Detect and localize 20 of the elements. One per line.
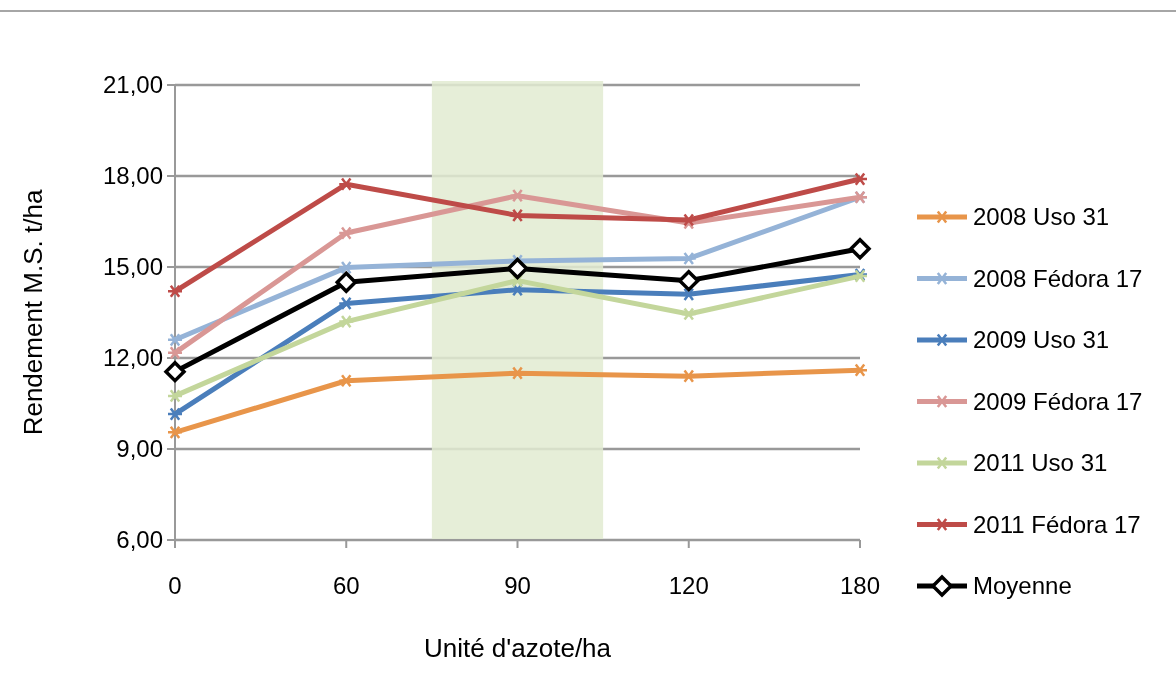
y-axis-title: Rendement M.S. t/ha (18, 189, 48, 436)
y-tick-label: 21,00 (102, 71, 163, 99)
legend-label: 2009 Fédora 17 (973, 387, 1143, 415)
legend-label: Moyenne (973, 572, 1072, 600)
x-tick-label: 120 (668, 572, 709, 599)
legend-label: 2008 Uso 31 (973, 203, 1110, 231)
y-tick-label: 9,00 (116, 435, 163, 463)
y-tick-label: 15,00 (102, 253, 163, 281)
y-tick-label: 12,00 (102, 344, 163, 372)
legend-label: 2011 Fédora 17 (973, 510, 1141, 538)
legend-label: 2008 Fédora 17 (973, 264, 1143, 292)
legend-label: 2009 Uso 31 (973, 326, 1110, 354)
x-tick-label: 0 (168, 572, 182, 599)
y-tick-label: 6,00 (116, 526, 163, 554)
x-tick-label: 90 (504, 572, 531, 599)
x-axis-title: Unité d'azote/ha (423, 633, 612, 663)
y-tick-label: 18,00 (102, 162, 163, 190)
x-tick-label: 180 (839, 572, 881, 599)
x-tick-label: 60 (332, 572, 360, 599)
legend-label: 2011 Uso 31 (973, 449, 1108, 477)
